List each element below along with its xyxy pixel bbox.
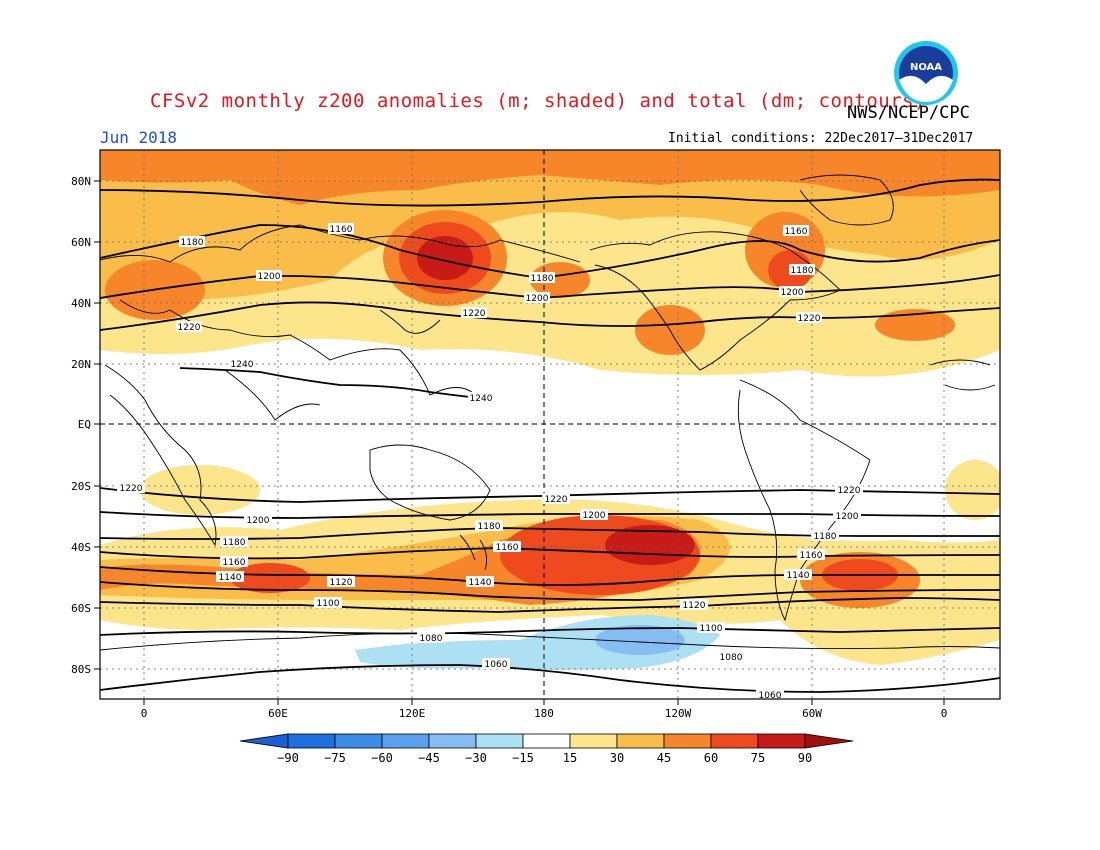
lon-label: 180 bbox=[534, 707, 554, 720]
colorbar-label: 75 bbox=[751, 751, 765, 765]
svg-text:1160: 1160 bbox=[800, 551, 823, 561]
svg-text:1160: 1160 bbox=[330, 225, 353, 235]
svg-text:1180: 1180 bbox=[181, 238, 204, 248]
chart-title: CFSv2 monthly z200 anomalies (m; shaded)… bbox=[150, 90, 927, 112]
svg-text:1220: 1220 bbox=[120, 484, 143, 494]
svg-text:1180: 1180 bbox=[814, 532, 837, 542]
svg-text:1180: 1180 bbox=[478, 522, 501, 532]
svg-text:1180: 1180 bbox=[223, 538, 246, 548]
lat-label: 40N bbox=[71, 297, 91, 310]
svg-text:1100: 1100 bbox=[317, 599, 340, 609]
lat-label: 60S bbox=[71, 602, 91, 615]
svg-text:1140: 1140 bbox=[469, 578, 492, 588]
colorbar-label: −75 bbox=[324, 751, 346, 765]
colorbar-label: −60 bbox=[371, 751, 393, 765]
colorbar-label: −45 bbox=[418, 751, 440, 765]
colorbar-swatch bbox=[663, 733, 712, 749]
svg-text:1160: 1160 bbox=[496, 543, 519, 553]
lat-label: 60N bbox=[71, 236, 91, 249]
svg-text:1060: 1060 bbox=[759, 691, 782, 701]
colorbar-swatch bbox=[757, 733, 806, 749]
svg-text:1060: 1060 bbox=[485, 660, 508, 670]
svg-text:1200: 1200 bbox=[781, 288, 804, 298]
grid-lines bbox=[100, 150, 1000, 699]
svg-text:1200: 1200 bbox=[836, 512, 859, 522]
lon-label: 120W bbox=[665, 707, 692, 720]
svg-text:1160: 1160 bbox=[223, 558, 246, 568]
svg-text:1120: 1120 bbox=[683, 601, 706, 611]
svg-text:1100: 1100 bbox=[700, 624, 723, 634]
colorbar-swatch bbox=[522, 733, 571, 749]
lon-label: 0 bbox=[141, 707, 148, 720]
svg-text:1180: 1180 bbox=[791, 266, 814, 276]
svg-text:1080: 1080 bbox=[420, 634, 443, 644]
svg-text:1140: 1140 bbox=[787, 571, 810, 581]
svg-text:1140: 1140 bbox=[219, 573, 242, 583]
lon-label: 60W bbox=[802, 707, 822, 720]
axis-ticks bbox=[94, 180, 945, 705]
colorbar-label: −30 bbox=[465, 751, 487, 765]
noaa-logo-icon: NOAA bbox=[894, 41, 958, 105]
colorbar-low-arrow bbox=[239, 733, 289, 749]
colorbar-label: −15 bbox=[512, 751, 534, 765]
coastlines bbox=[100, 174, 1000, 651]
logo-text: NOAA bbox=[910, 62, 942, 73]
longitude-labels: 0 60E 120E 180 120W 60W 0 bbox=[141, 707, 948, 720]
colorbar: −90 −75 −60 −45 −30 −15 15 30 45 60 75 90 bbox=[239, 733, 854, 765]
colorbar-swatch bbox=[616, 733, 665, 749]
latitude-labels: 80N 60N 40N 20N EQ 20S 40S 60S 80S bbox=[71, 175, 91, 676]
colorbar-label: 45 bbox=[657, 751, 671, 765]
svg-text:1080: 1080 bbox=[720, 653, 743, 663]
svg-text:1240: 1240 bbox=[470, 394, 493, 404]
colorbar-swatch bbox=[428, 733, 477, 749]
agency-label: NWS/NCEP/CPC bbox=[847, 103, 970, 123]
svg-text:1160: 1160 bbox=[785, 227, 808, 237]
svg-text:1220: 1220 bbox=[178, 323, 201, 333]
colorbar-label: −90 bbox=[277, 751, 299, 765]
colorbar-swatch bbox=[381, 733, 430, 749]
svg-text:1200: 1200 bbox=[258, 272, 281, 282]
colorbar-swatch bbox=[475, 733, 524, 749]
svg-text:1220: 1220 bbox=[798, 314, 821, 324]
svg-text:1180: 1180 bbox=[531, 274, 554, 284]
colorbar-swatch bbox=[569, 733, 618, 749]
colorbar-high-arrow bbox=[804, 733, 854, 749]
svg-text:1220: 1220 bbox=[838, 486, 861, 496]
contour-labels-sh: 1220 1220 1220 1200 1200 1200 1180 1180 … bbox=[117, 482, 863, 701]
lat-label: 20N bbox=[71, 358, 91, 371]
colorbar-label: 15 bbox=[563, 751, 577, 765]
colorbar-swatch bbox=[334, 733, 383, 749]
lon-label: 0 bbox=[941, 707, 948, 720]
colorbar-label: 60 bbox=[704, 751, 718, 765]
lat-label: 80N bbox=[71, 175, 91, 188]
lat-label: 80S bbox=[71, 663, 91, 676]
svg-text:1200: 1200 bbox=[583, 511, 606, 521]
lon-label: 120E bbox=[399, 707, 426, 720]
lat-label: 20S bbox=[71, 480, 91, 493]
colorbar-swatch bbox=[710, 733, 759, 749]
svg-text:1220: 1220 bbox=[545, 495, 568, 505]
svg-text:1240: 1240 bbox=[231, 360, 254, 370]
height-contours bbox=[100, 178, 1000, 693]
svg-text:1120: 1120 bbox=[330, 578, 353, 588]
svg-text:1220: 1220 bbox=[463, 309, 486, 319]
colorbar-swatch bbox=[287, 733, 336, 749]
svg-text:1200: 1200 bbox=[247, 516, 270, 526]
colorbar-label: 30 bbox=[610, 751, 624, 765]
svg-text:1200: 1200 bbox=[526, 294, 549, 304]
forecast-month: Jun 2018 bbox=[100, 128, 178, 147]
initial-conditions: Initial conditions: 22Dec2017–31Dec2017 bbox=[668, 131, 974, 146]
colorbar-label: 90 bbox=[798, 751, 812, 765]
lat-label: 40S bbox=[71, 541, 91, 554]
lon-label: 60E bbox=[268, 707, 288, 720]
contour-labels-nh: 1160 1180 1180 1160 1180 1200 1200 1200 … bbox=[176, 223, 822, 404]
lat-label: EQ bbox=[78, 418, 91, 431]
